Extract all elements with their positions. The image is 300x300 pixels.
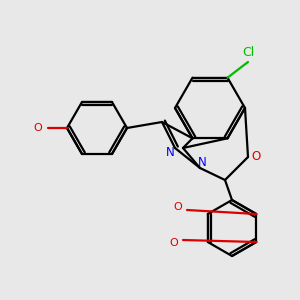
Text: O: O [34, 123, 42, 133]
Text: O: O [174, 202, 182, 212]
Text: O: O [251, 151, 261, 164]
Text: Cl: Cl [242, 46, 254, 59]
Text: N: N [198, 155, 206, 169]
Text: N: N [166, 146, 174, 158]
Text: O: O [169, 238, 178, 248]
